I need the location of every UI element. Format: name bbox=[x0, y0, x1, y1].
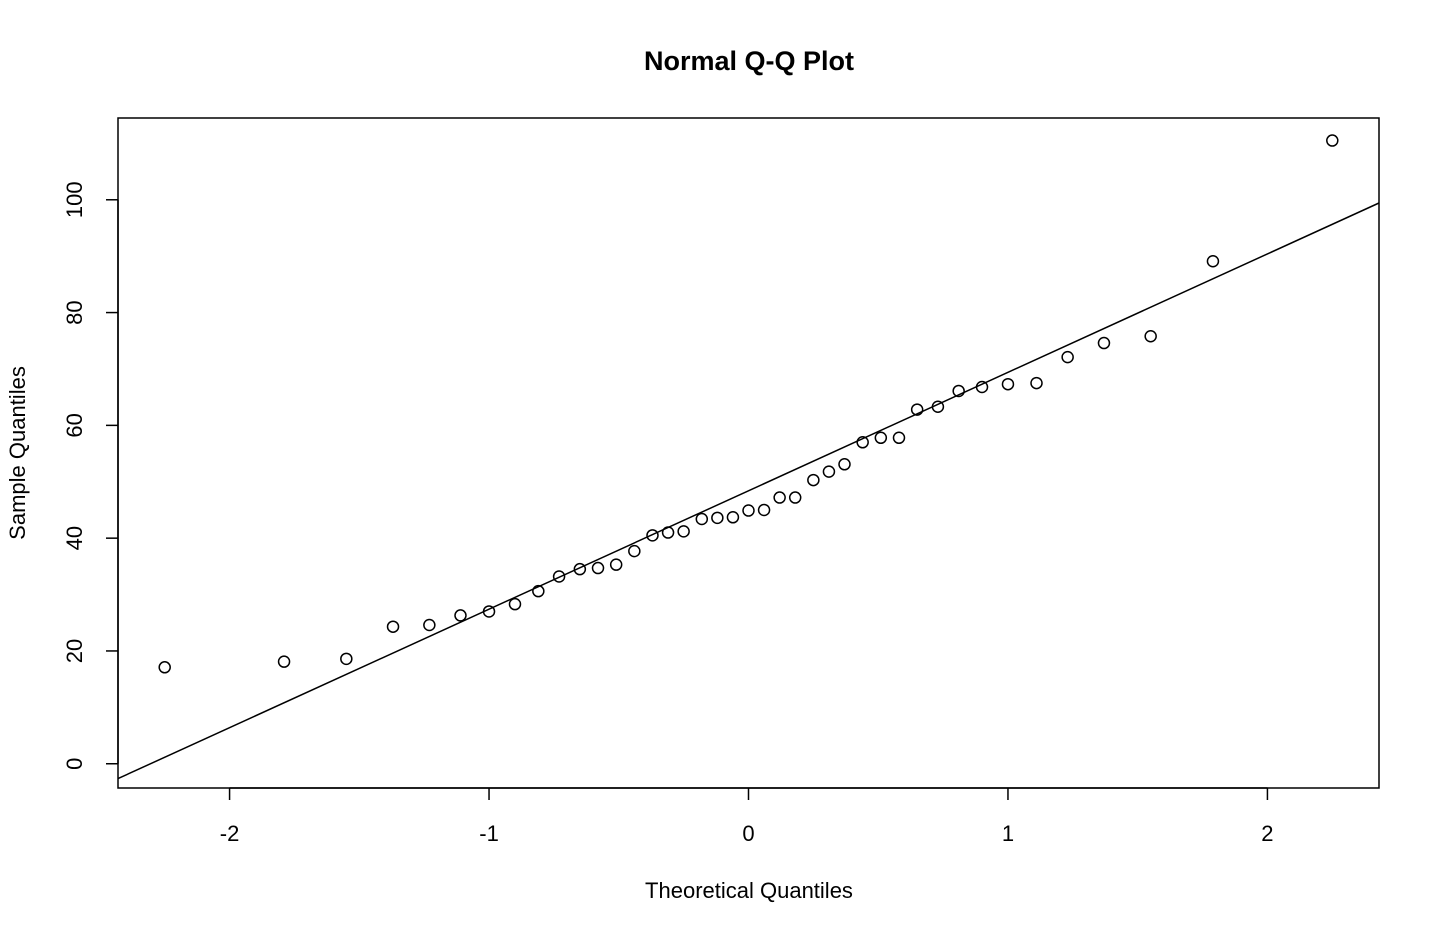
data-point bbox=[628, 544, 641, 558]
y-tick-label: 40 bbox=[62, 526, 87, 550]
data-point bbox=[532, 584, 545, 598]
data-point bbox=[646, 529, 659, 542]
x-tick-label: -2 bbox=[220, 821, 240, 846]
data-point bbox=[591, 561, 605, 575]
data-point bbox=[508, 597, 522, 611]
data-point bbox=[874, 431, 888, 445]
data-point bbox=[340, 652, 353, 666]
x-tick-label: -1 bbox=[479, 821, 499, 846]
x-tick-label: 1 bbox=[1002, 821, 1014, 846]
data-point bbox=[788, 491, 802, 504]
data-point bbox=[726, 511, 740, 524]
data-point bbox=[931, 400, 945, 414]
y-tick-label: 60 bbox=[62, 413, 87, 437]
data-point bbox=[910, 403, 924, 416]
y-axis: 0 20 40 60 80 100 bbox=[62, 181, 119, 770]
x-tick-label: 2 bbox=[1261, 821, 1273, 846]
y-tick-label: 100 bbox=[62, 181, 87, 218]
data-point bbox=[158, 661, 171, 674]
data-point bbox=[1144, 330, 1157, 343]
data-point bbox=[423, 618, 436, 632]
data-point bbox=[742, 504, 755, 517]
y-tick-label: 0 bbox=[62, 758, 87, 770]
x-axis-label: Theoretical Quantiles bbox=[645, 878, 853, 903]
data-point bbox=[773, 491, 786, 504]
data-point bbox=[711, 511, 724, 525]
data-point bbox=[277, 655, 291, 668]
y-tick-label: 20 bbox=[62, 639, 87, 663]
data-point bbox=[1326, 134, 1339, 147]
y-axis-label: Sample Quantiles bbox=[5, 366, 30, 540]
data-point bbox=[1097, 336, 1111, 350]
data-point bbox=[661, 526, 675, 539]
chart-title: Normal Q-Q Plot bbox=[644, 46, 854, 76]
data-point bbox=[386, 620, 400, 633]
data-point bbox=[1206, 254, 1220, 268]
data-point bbox=[807, 473, 820, 487]
x-axis: -2 -1 0 1 2 bbox=[220, 787, 1274, 846]
data-point bbox=[1061, 350, 1074, 364]
data-point bbox=[757, 503, 771, 517]
data-point bbox=[609, 558, 623, 571]
data-point bbox=[952, 384, 965, 398]
data-point bbox=[1001, 377, 1015, 391]
data-point bbox=[552, 570, 566, 583]
data-point bbox=[892, 431, 906, 445]
data-point bbox=[975, 380, 989, 394]
data-point bbox=[482, 605, 496, 618]
data-point bbox=[677, 525, 690, 538]
data-point bbox=[454, 609, 467, 622]
y-tick-label: 80 bbox=[62, 300, 87, 324]
data-point bbox=[822, 465, 836, 478]
qq-reference-line bbox=[118, 202, 1379, 780]
plot-frame bbox=[117, 117, 1380, 789]
data-points bbox=[158, 134, 1339, 674]
data-point bbox=[838, 458, 851, 471]
data-point bbox=[1030, 376, 1043, 390]
x-tick-label: 0 bbox=[742, 821, 754, 846]
data-point bbox=[573, 562, 587, 576]
data-point bbox=[695, 512, 709, 526]
data-point bbox=[856, 436, 869, 449]
reference-line-group bbox=[118, 202, 1379, 780]
